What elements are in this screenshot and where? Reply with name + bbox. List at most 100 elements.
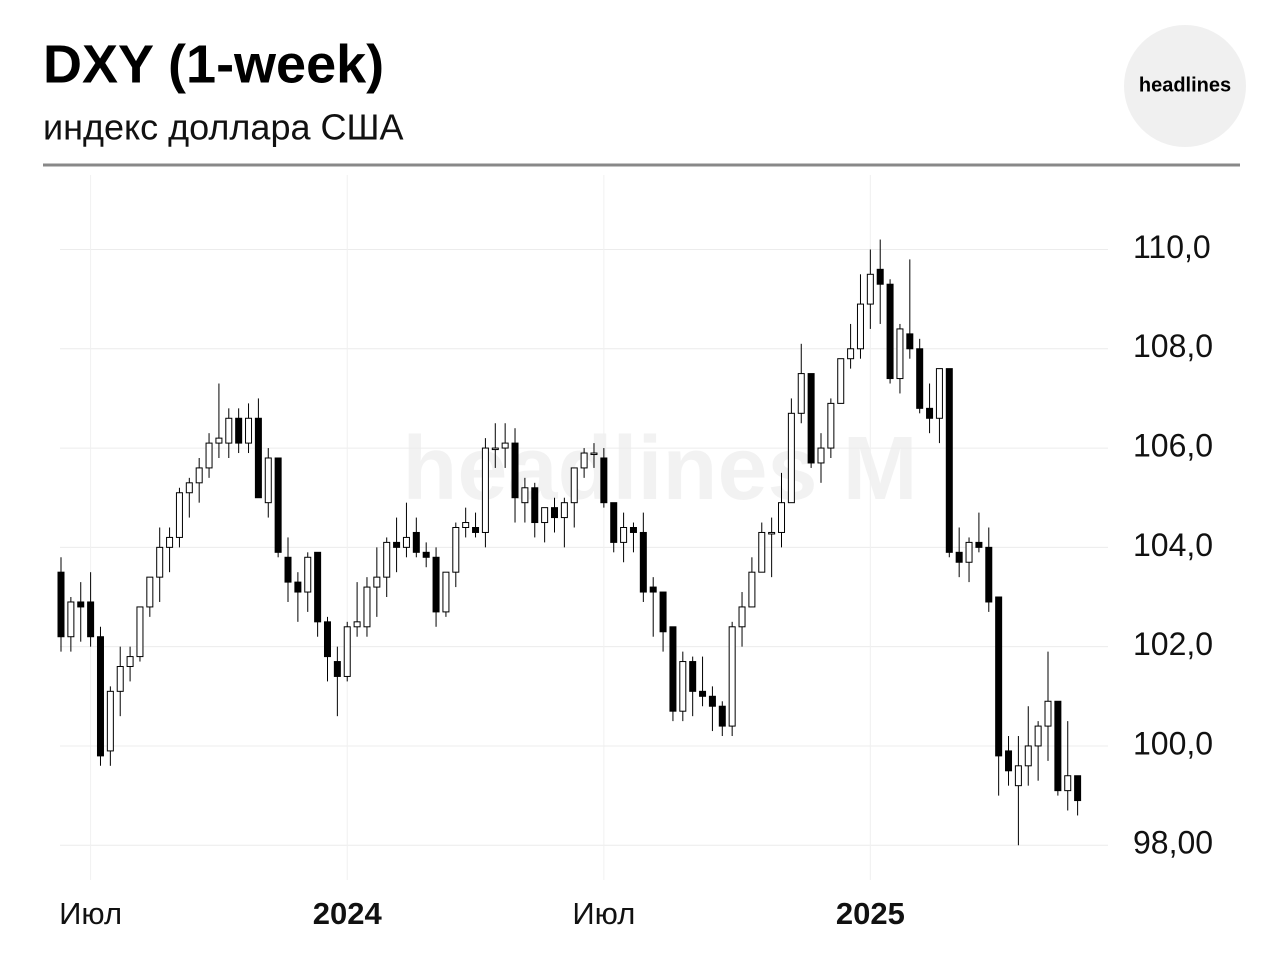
candle-body xyxy=(856,303,864,350)
candle-body xyxy=(679,661,687,712)
candle-body xyxy=(432,556,440,613)
candle-body xyxy=(955,551,963,563)
candle-body xyxy=(333,661,341,677)
candle-body xyxy=(225,417,233,444)
candle-body xyxy=(195,467,203,484)
candle-body xyxy=(807,373,815,464)
candle-body xyxy=(1014,765,1022,787)
candle-body xyxy=(294,581,302,593)
y-tick-label: 108,0 xyxy=(1133,328,1213,364)
candle-body xyxy=(965,541,973,563)
candle-body xyxy=(570,467,578,504)
candle-body xyxy=(551,507,558,519)
candle-body xyxy=(738,606,746,628)
candle-body xyxy=(383,541,391,578)
candle-body xyxy=(620,527,628,543)
candle-body xyxy=(916,348,924,409)
logo-circle xyxy=(1124,25,1246,147)
candle-body xyxy=(323,621,331,658)
candle-body xyxy=(264,457,272,504)
candle-body xyxy=(175,492,183,538)
candle-body xyxy=(462,522,470,529)
candle-body xyxy=(422,551,430,558)
candle-body xyxy=(1034,725,1042,747)
candle-body xyxy=(1074,775,1082,802)
candle-body xyxy=(254,417,262,499)
candle-body xyxy=(866,273,874,305)
candle-body xyxy=(708,695,716,707)
candle-body xyxy=(935,368,943,419)
candle-body xyxy=(847,348,855,360)
candle-body xyxy=(511,442,519,499)
candle-body xyxy=(304,556,312,593)
candle-body xyxy=(610,502,618,543)
candle-body xyxy=(57,571,65,638)
y-tick-label: 100,0 xyxy=(1133,725,1213,761)
candle-body xyxy=(87,601,95,638)
candle-body xyxy=(837,358,845,404)
candle-body xyxy=(353,621,361,628)
candle-body xyxy=(215,437,223,444)
candle-body xyxy=(393,541,401,548)
candle-body xyxy=(817,447,825,464)
candle-body xyxy=(906,333,914,350)
candle-body xyxy=(452,527,460,573)
candle-body xyxy=(639,531,647,593)
x-tick-label: 2024 xyxy=(313,896,383,931)
candle-body xyxy=(876,268,884,285)
candle-body xyxy=(985,546,993,603)
candle-body xyxy=(797,373,805,414)
y-tick-label: 104,0 xyxy=(1133,527,1213,563)
y-tick-label: 98,00 xyxy=(1133,825,1213,861)
candle-body xyxy=(481,447,489,533)
candle-body xyxy=(580,452,588,469)
candle-body xyxy=(560,502,568,519)
candle-body xyxy=(491,447,499,451)
candle-body xyxy=(787,412,795,504)
candle-body xyxy=(146,576,154,608)
x-tick-label: Июл xyxy=(59,896,122,931)
candle-body xyxy=(768,531,776,535)
candle-body xyxy=(343,626,351,677)
candle-body xyxy=(1064,775,1072,792)
candle-body xyxy=(245,417,253,444)
candle-body xyxy=(531,487,539,524)
candle-body xyxy=(185,482,193,494)
candle-body xyxy=(718,705,726,727)
candle-body xyxy=(669,626,677,712)
candle-body xyxy=(314,551,322,623)
subtitle: индекс доллара США xyxy=(43,107,404,148)
candle-body xyxy=(600,457,608,504)
candle-body xyxy=(748,571,756,608)
candle-body xyxy=(926,407,934,419)
candle-body xyxy=(886,283,894,380)
candle-body xyxy=(126,656,134,668)
candle-body xyxy=(896,328,904,380)
candle-body xyxy=(629,527,637,533)
candle-body xyxy=(205,442,213,469)
candle-body xyxy=(363,586,371,628)
candle-body xyxy=(156,546,164,578)
x-tick-label: Июл xyxy=(572,896,635,931)
candle-body xyxy=(136,606,144,658)
candle-body xyxy=(1005,750,1013,772)
x-tick-label: 2025 xyxy=(836,896,905,931)
candle-body xyxy=(945,368,953,553)
candle-body xyxy=(1044,700,1052,727)
candle-body xyxy=(106,690,114,752)
candle-body xyxy=(373,576,381,588)
candle-body xyxy=(284,556,292,583)
candle-body xyxy=(649,586,657,593)
candle-body xyxy=(541,507,549,524)
logo: headlines xyxy=(1139,74,1231,96)
candle-body xyxy=(689,661,697,692)
candle-body xyxy=(77,601,85,608)
candle-body xyxy=(166,536,174,548)
candle-body xyxy=(402,536,410,548)
candle-body xyxy=(827,402,835,449)
candle-body xyxy=(442,571,450,613)
candle-body xyxy=(521,487,529,504)
candle-body xyxy=(116,666,124,692)
y-tick-label: 102,0 xyxy=(1133,626,1213,662)
